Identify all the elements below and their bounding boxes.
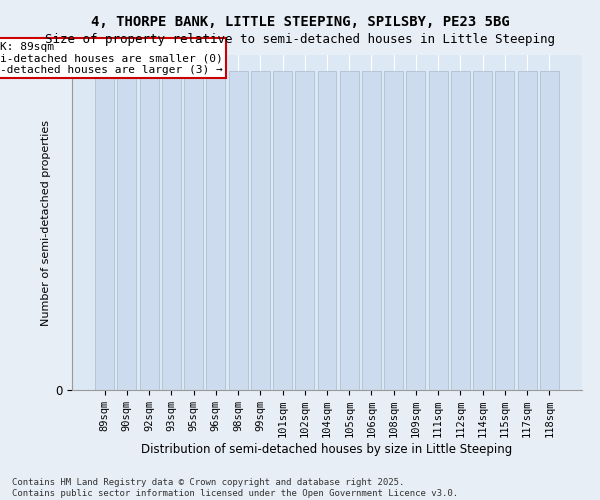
Bar [206, 71, 225, 390]
Bar [451, 71, 470, 390]
Bar [406, 71, 425, 390]
Bar [384, 71, 403, 390]
Bar [95, 71, 114, 390]
Bar [295, 71, 314, 390]
Text: 4 THORPE BANK: 89sqm
← <1% of semi-detached houses are smaller (0)
>99% of semi-: 4 THORPE BANK: 89sqm ← <1% of semi-detac… [0, 42, 223, 75]
Bar [162, 71, 181, 390]
Text: 4, THORPE BANK, LITTLE STEEPING, SPILSBY, PE23 5BG: 4, THORPE BANK, LITTLE STEEPING, SPILSBY… [91, 15, 509, 29]
Bar [140, 71, 158, 390]
Bar [273, 71, 292, 390]
Text: Contains HM Land Registry data © Crown copyright and database right 2025.
Contai: Contains HM Land Registry data © Crown c… [12, 478, 458, 498]
Bar [184, 71, 203, 390]
Bar [473, 71, 492, 390]
Bar [540, 71, 559, 390]
Bar [429, 71, 448, 390]
X-axis label: Distribution of semi-detached houses by size in Little Steeping: Distribution of semi-detached houses by … [142, 443, 512, 456]
Bar [118, 71, 136, 390]
Text: Size of property relative to semi-detached houses in Little Steeping: Size of property relative to semi-detach… [45, 32, 555, 46]
Bar [229, 71, 248, 390]
Bar [518, 71, 536, 390]
Y-axis label: Number of semi-detached properties: Number of semi-detached properties [41, 120, 50, 326]
Bar [317, 71, 337, 390]
Bar [362, 71, 381, 390]
Bar [496, 71, 514, 390]
Bar [251, 71, 270, 390]
Bar [340, 71, 359, 390]
